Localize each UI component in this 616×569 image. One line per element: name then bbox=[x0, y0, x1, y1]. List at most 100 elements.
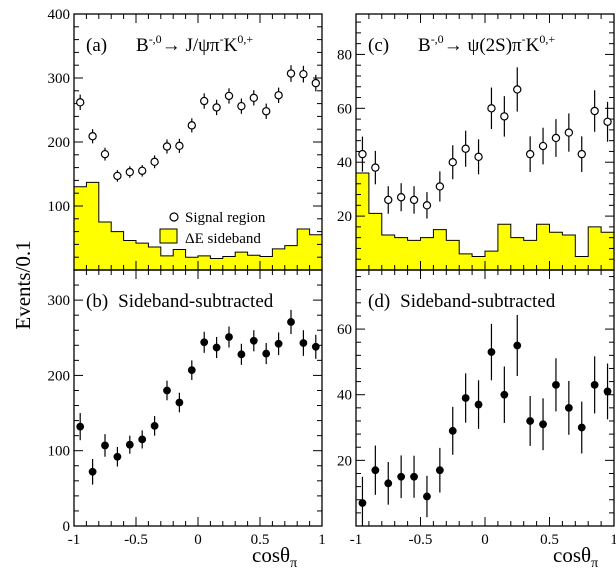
data-point bbox=[551, 133, 561, 143]
data-point bbox=[299, 69, 308, 79]
data-point bbox=[237, 101, 246, 111]
data-point bbox=[163, 386, 171, 395]
data-point bbox=[224, 91, 234, 101]
panel-c-decay-sup: -,0 bbox=[431, 32, 444, 46]
x-tick-label-b: 0.5 bbox=[251, 532, 270, 548]
data-point bbox=[200, 338, 209, 347]
data-point bbox=[212, 103, 221, 112]
panel-a: 100 200 300 400 bbox=[48, 7, 323, 271]
data-point bbox=[358, 149, 367, 159]
x-tick-label-d: 0.5 bbox=[540, 532, 559, 548]
data-point bbox=[590, 380, 599, 389]
data-point bbox=[526, 417, 535, 425]
x-axis-title-right-main: cosθ bbox=[553, 543, 591, 567]
y-tick-label-b: 0 bbox=[63, 519, 71, 535]
panel-c: 20 40 60 80 bbox=[337, 13, 615, 271]
data-point bbox=[274, 339, 283, 348]
data-point bbox=[448, 426, 457, 435]
data-point bbox=[150, 421, 159, 430]
data-point bbox=[513, 341, 522, 350]
data-point bbox=[539, 420, 547, 429]
data-point bbox=[175, 398, 184, 407]
x-tick-label-d: -1 bbox=[350, 532, 363, 548]
y-tick-label-c: 80 bbox=[337, 47, 352, 63]
data-point bbox=[384, 479, 393, 488]
data-point bbox=[423, 492, 431, 501]
panel-c-decay-b: B bbox=[418, 35, 431, 56]
panel-b-label: (b) Sideband-subtracted bbox=[86, 291, 274, 312]
data-point bbox=[311, 78, 320, 88]
y-tick-label-b: 200 bbox=[48, 368, 71, 384]
data-point bbox=[113, 171, 122, 181]
y-tick-label-c: 40 bbox=[337, 155, 352, 171]
data-point bbox=[474, 152, 483, 162]
data-point bbox=[175, 141, 184, 151]
x-tick-label-b: 0 bbox=[194, 532, 202, 548]
y-tick-label-c: 60 bbox=[337, 101, 352, 117]
panel-b-subtitle: Sideband-subtracted bbox=[118, 291, 274, 312]
legend-signal-label: Signal region bbox=[185, 210, 266, 226]
x-axis-title-right-sub: π bbox=[591, 556, 598, 569]
data-point bbox=[487, 348, 496, 356]
sideband-histogram-a bbox=[73, 181, 323, 271]
data-point bbox=[76, 422, 85, 431]
data-point bbox=[435, 182, 445, 191]
data-point bbox=[358, 499, 367, 507]
data-point bbox=[262, 107, 271, 116]
y-tick-label-d: 20 bbox=[337, 453, 352, 469]
panel-c-decay-arrow: → ψ(2S)π bbox=[444, 35, 522, 56]
data-point bbox=[237, 350, 246, 359]
data-point bbox=[422, 201, 432, 210]
data-point bbox=[371, 466, 380, 475]
panel-a-decay-arrow: → J/ψπ bbox=[162, 35, 220, 56]
panel-b-label-id: (b) bbox=[86, 291, 108, 312]
y-tick-label-b: 100 bbox=[48, 444, 71, 460]
panel-c-decay-sup3: 0,+ bbox=[539, 32, 555, 46]
data-point bbox=[500, 390, 509, 399]
data-point bbox=[552, 380, 560, 389]
x-tick-label-d: -0.5 bbox=[409, 532, 433, 548]
data-point bbox=[162, 142, 172, 151]
x-tick-label-d: 1 bbox=[610, 532, 616, 548]
data-point bbox=[187, 121, 196, 130]
data-point bbox=[409, 195, 419, 205]
sideband-histogram-c bbox=[355, 172, 615, 271]
data-point bbox=[150, 157, 159, 167]
panel-a-label: (a) bbox=[86, 35, 107, 56]
x-axis-title-left-sub: π bbox=[290, 556, 297, 569]
data-point bbox=[125, 167, 135, 177]
data-point bbox=[396, 193, 406, 202]
data-point bbox=[187, 366, 196, 375]
data-point bbox=[577, 149, 586, 159]
data-point bbox=[262, 349, 271, 358]
data-point bbox=[137, 166, 147, 175]
y-tick-label-a: 400 bbox=[48, 7, 71, 23]
data-point bbox=[538, 141, 548, 151]
data-point bbox=[513, 85, 522, 94]
panel-d-label-id: (d) bbox=[368, 291, 390, 312]
legend: Signal region ΔE sideband bbox=[159, 210, 266, 247]
y-tick-label-a: 200 bbox=[48, 135, 71, 151]
panel-a-decay-sup3: 0,+ bbox=[237, 32, 253, 46]
data-point bbox=[564, 128, 574, 137]
panel-c-decay: B-,0→ ψ(2S)π-K0,+ bbox=[418, 32, 555, 56]
panel-c-decay-k: K bbox=[526, 35, 540, 56]
data-point bbox=[474, 400, 483, 409]
legend-signal-marker bbox=[169, 212, 179, 222]
y-tick-label-c: 20 bbox=[337, 209, 352, 225]
panel-d-subtitle: Sideband-subtracted bbox=[400, 291, 556, 312]
data-point bbox=[461, 394, 470, 402]
panel-b: 0 100 200 300 -1 -0.5 0 0.5 1 bbox=[48, 269, 326, 548]
y-tick-label-a: 300 bbox=[48, 71, 71, 87]
panel-a-decay-sup: -,0 bbox=[149, 32, 162, 46]
data-point bbox=[113, 452, 122, 461]
y-axis-title: Events/0.1 bbox=[11, 240, 35, 329]
data-point bbox=[287, 318, 295, 326]
x-tick-label-d: 0 bbox=[481, 532, 489, 548]
x-axis-title-left: cosθπ bbox=[252, 543, 297, 569]
data-point bbox=[75, 98, 85, 107]
data-point bbox=[448, 158, 457, 167]
x-axis-title-right: cosθπ bbox=[553, 543, 598, 569]
data-point bbox=[487, 104, 496, 113]
